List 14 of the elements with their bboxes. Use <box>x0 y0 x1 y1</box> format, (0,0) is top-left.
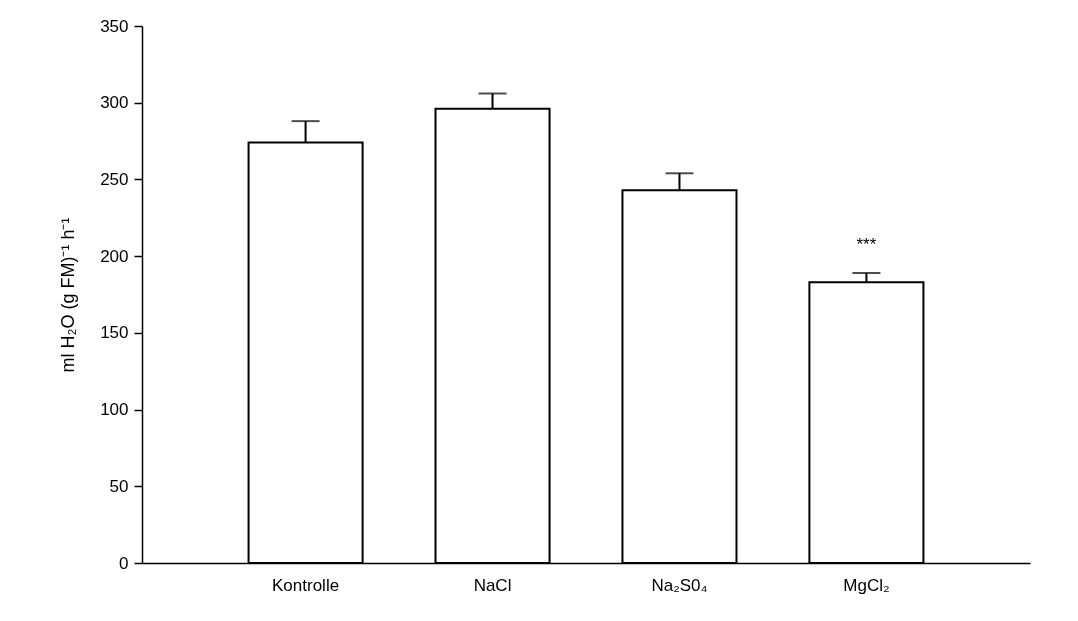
y-tick-label: 350 <box>100 16 129 36</box>
y-tick-label: 250 <box>100 169 129 189</box>
y-tick-label: 100 <box>100 400 129 420</box>
y-tick-label: 150 <box>100 323 129 343</box>
x-tick-label: Kontrolle <box>272 575 340 595</box>
x-tick-label: MgCl₂ <box>843 575 890 595</box>
y-tick-label: 200 <box>100 246 129 266</box>
x-tick-label: Na₂S0₄ <box>651 575 708 595</box>
y-tick-label: 0 <box>119 553 129 573</box>
y-tick-label: 300 <box>100 93 129 113</box>
y-axis-title: ml H₂O (g FM)⁻¹ h⁻¹ <box>58 217 79 373</box>
x-tick-label: NaCl <box>473 575 512 595</box>
annotation: *** <box>856 235 877 255</box>
y-tick-label: 50 <box>109 476 129 496</box>
